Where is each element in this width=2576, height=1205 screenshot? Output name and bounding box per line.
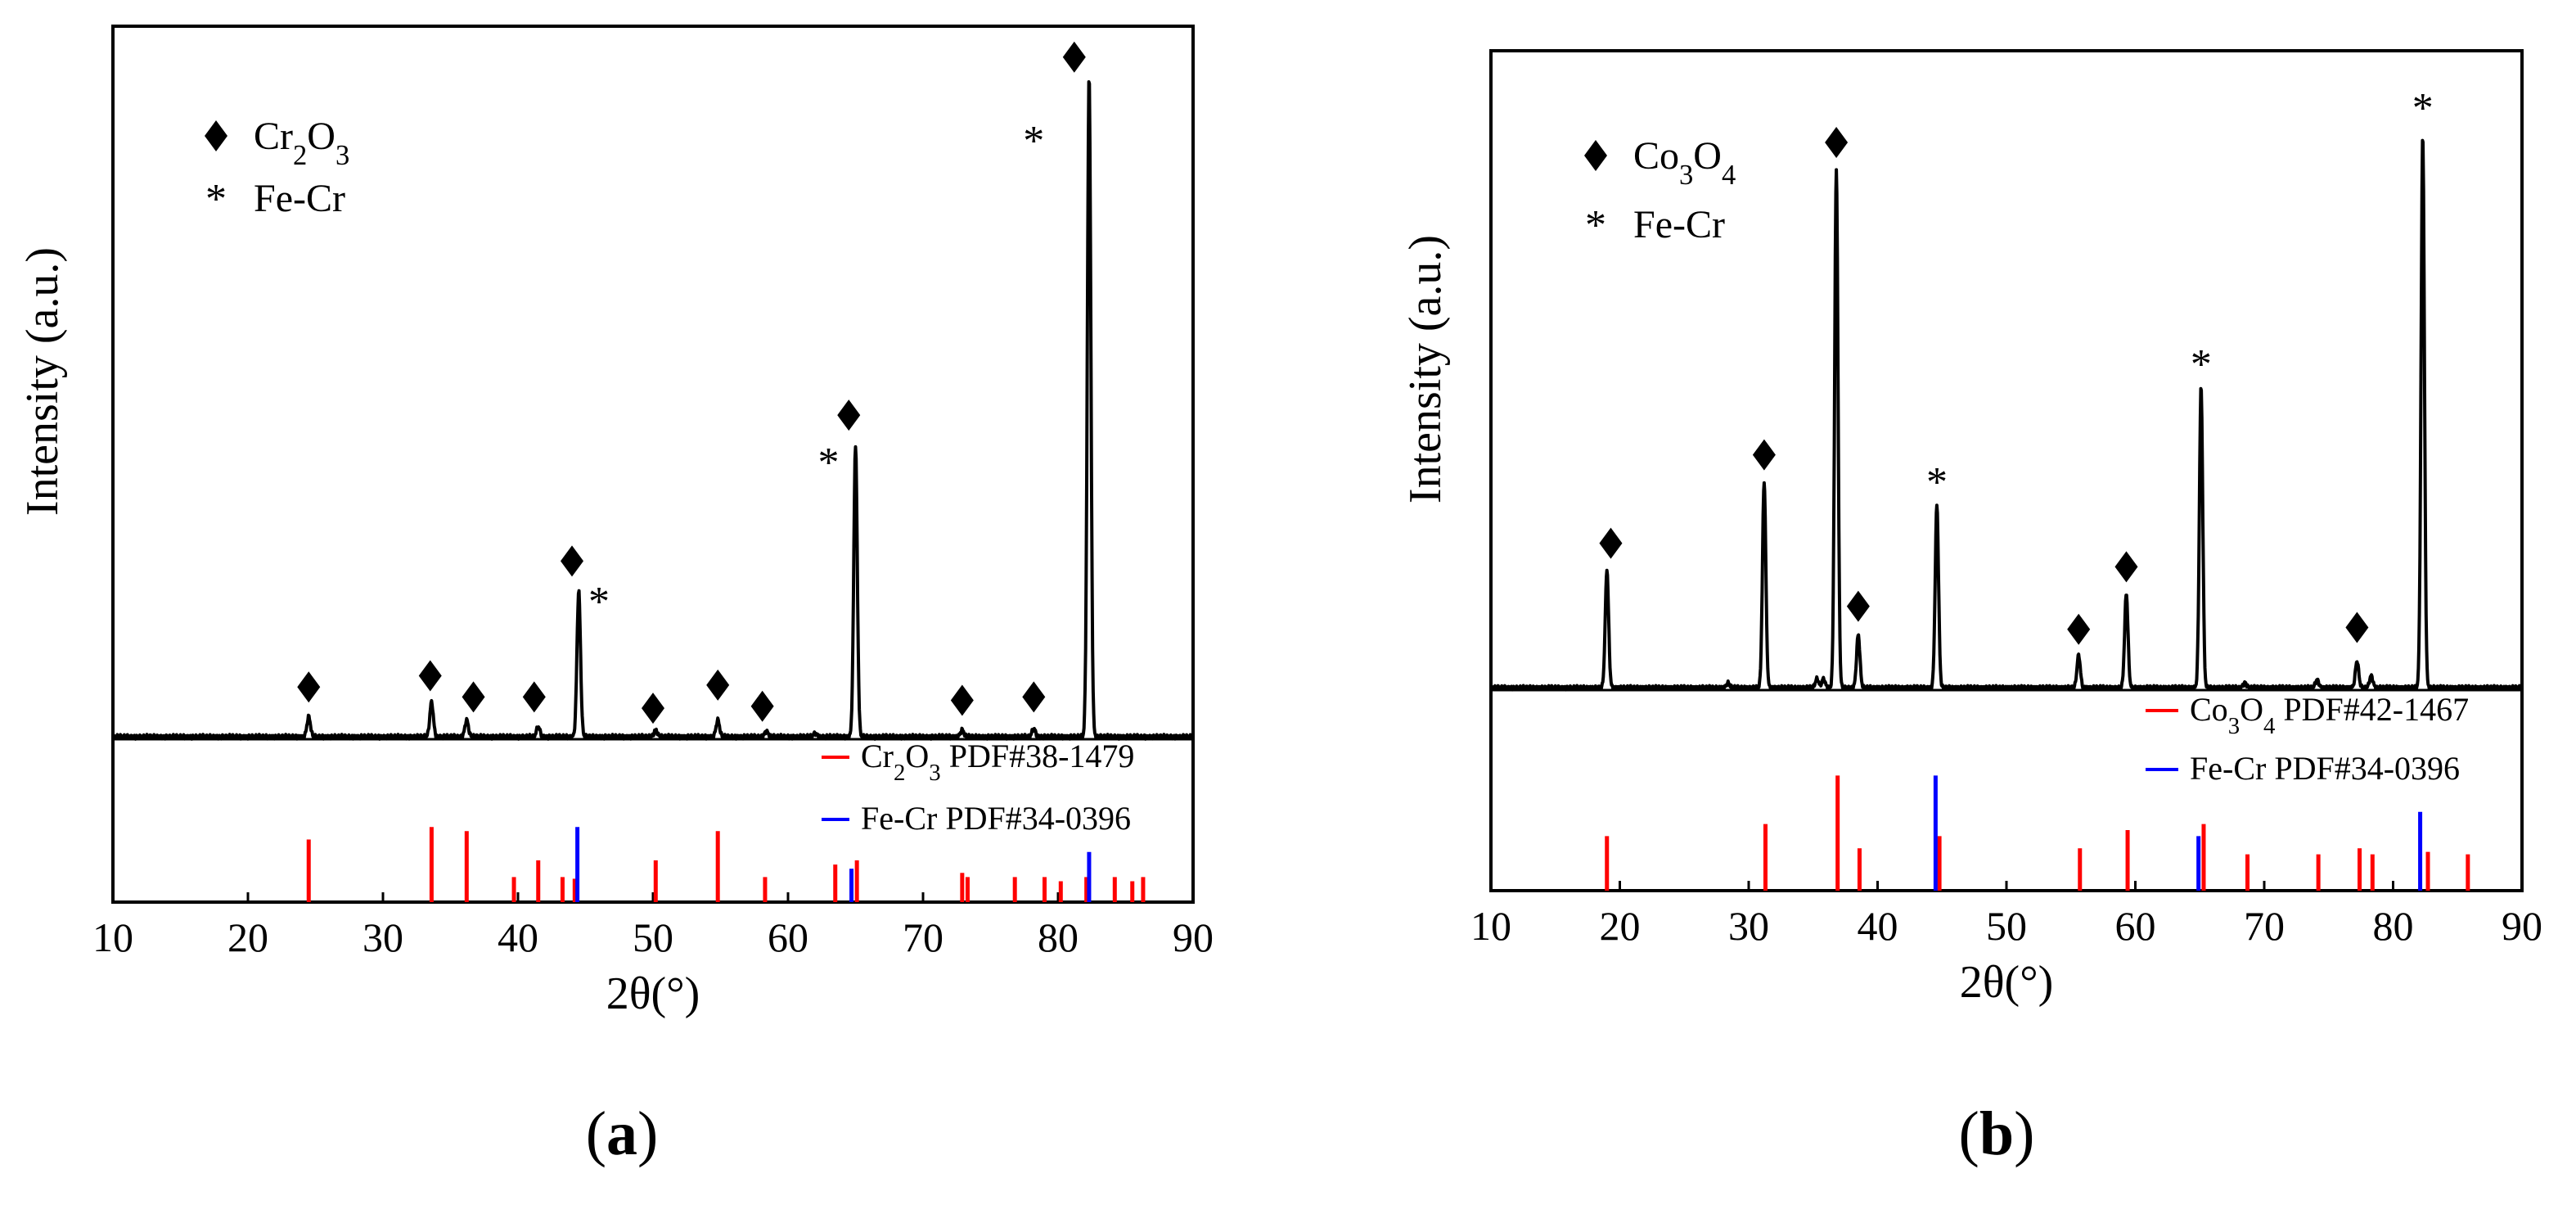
panel-label-part: a bbox=[606, 1099, 637, 1168]
x-tick-label: 20 bbox=[227, 914, 268, 960]
legend-star-icon: * bbox=[1585, 202, 1606, 249]
legend-text-part: 3 bbox=[929, 760, 940, 786]
legend-text-part: Fe-Cr bbox=[861, 800, 937, 837]
legend-text-part: 4 bbox=[2263, 713, 2275, 739]
x-axis-title: 2θ(°) bbox=[1960, 957, 2054, 1008]
legend-text-part: 3 bbox=[336, 140, 349, 171]
peak-marker-diamond bbox=[2345, 612, 2369, 643]
legend-diamond-icon bbox=[205, 120, 227, 151]
peak-marker-diamond bbox=[750, 690, 774, 722]
peak-marker-diamond bbox=[1062, 41, 1086, 73]
legend-text-part: Cr bbox=[254, 115, 293, 158]
xrd-pattern-line bbox=[111, 80, 1195, 741]
x-tick-label: 30 bbox=[1728, 903, 1769, 949]
legend-text-part: 2 bbox=[894, 760, 905, 786]
peak-marker-star: * bbox=[2191, 341, 2212, 388]
peak-marker-diamond bbox=[297, 671, 321, 703]
peak-marker-diamond bbox=[1846, 590, 1870, 622]
legend-text-part: PDF#38-1479 bbox=[941, 738, 1135, 774]
legend-text-part: 3 bbox=[2228, 713, 2240, 739]
legend-text-part: 2 bbox=[293, 140, 307, 171]
peak-marker-diamond bbox=[522, 681, 546, 713]
panel-label-part: ) bbox=[2014, 1099, 2034, 1168]
legend-text-part: Co bbox=[1633, 134, 1679, 178]
panel-label: (a) bbox=[586, 1099, 659, 1168]
x-tick-label: 20 bbox=[1600, 903, 1641, 949]
peak-marker-star: * bbox=[1023, 118, 1044, 165]
legend-text-part: Co bbox=[2190, 691, 2228, 728]
legend-label: Cr2O3 bbox=[254, 115, 349, 171]
legend-diamond-icon bbox=[1584, 140, 1607, 171]
x-tick-label: 60 bbox=[768, 914, 808, 960]
peak-marker-diamond bbox=[462, 681, 485, 713]
peak-marker-diamond bbox=[642, 693, 664, 724]
peak-marker-star: * bbox=[2412, 85, 2434, 132]
legend-text-part: PDF#42-1467 bbox=[2275, 691, 2469, 728]
legend-text-part: O bbox=[1693, 134, 1722, 178]
peak-marker-diamond bbox=[561, 545, 583, 577]
reference-legend-label: Fe-Cr PDF#34-0396 bbox=[861, 800, 1131, 837]
x-tick-label: 10 bbox=[92, 914, 133, 960]
peak-marker-diamond bbox=[950, 684, 974, 716]
peak-marker-diamond bbox=[418, 660, 442, 692]
x-tick-label: 50 bbox=[633, 914, 673, 960]
panel-a: 10 20 30 40 50 60 70 80 90 2θ(°) Intensity (a.u.) *… bbox=[17, 25, 1214, 1168]
panel-label-part: ( bbox=[1959, 1099, 1979, 1168]
legend-text-part: O bbox=[2240, 691, 2263, 728]
x-tick-label: 30 bbox=[363, 914, 403, 960]
peak-marker-diamond bbox=[1752, 439, 1776, 471]
peak-marker-diamond bbox=[1825, 127, 1849, 158]
x-axis-title: 2θ(°) bbox=[606, 968, 700, 1019]
x-tick-label: 40 bbox=[498, 914, 538, 960]
legend-star-icon: * bbox=[205, 176, 227, 223]
legend-text-part: Fe-Cr bbox=[2190, 750, 2266, 787]
panel-label-part: ) bbox=[637, 1099, 658, 1168]
peak-marker-diamond bbox=[706, 669, 730, 701]
peak-marker-diamond bbox=[2067, 613, 2091, 645]
x-tick-label: 10 bbox=[1470, 903, 1511, 949]
x-tick-label: 60 bbox=[2115, 903, 2156, 949]
peak-marker-star: * bbox=[1926, 459, 1948, 506]
panel-label: (b) bbox=[1959, 1099, 2035, 1168]
reference-legend-label: Fe-Cr PDF#34-0396 bbox=[2190, 750, 2460, 787]
legend-text-part: O bbox=[905, 738, 929, 774]
legend-text-part: Cr bbox=[861, 738, 894, 774]
legend-text-part: O bbox=[307, 115, 336, 158]
peak-marker-star: * bbox=[588, 579, 610, 625]
reference-legend-label: Co3O4 PDF#42-1467 bbox=[2190, 691, 2469, 739]
y-axis-title: Intensity (a.u.) bbox=[1400, 235, 1451, 503]
peak-marker-star: * bbox=[818, 440, 840, 486]
x-tick-label: 70 bbox=[2244, 903, 2285, 949]
panel-b: 10 20 30 40 50 60 70 80 90 2θ(°) Intensity (a.u.) *… bbox=[1400, 49, 2542, 1168]
reference-legend-label: Cr2O3 PDF#38-1479 bbox=[861, 738, 1134, 786]
x-tick-label: 70 bbox=[903, 914, 943, 960]
x-tick-label: 90 bbox=[2502, 903, 2542, 949]
panel-label-part: ( bbox=[586, 1099, 606, 1168]
legend-label: Fe-Cr bbox=[254, 177, 345, 220]
x-tick-label: 80 bbox=[1038, 914, 1079, 960]
legend-label: Co3O4 bbox=[1633, 134, 1736, 191]
panel-label-part: b bbox=[1979, 1099, 2014, 1168]
peak-marker-diamond bbox=[837, 399, 861, 431]
x-tick-label: 90 bbox=[1173, 914, 1214, 960]
peak-marker-diamond bbox=[1599, 527, 1623, 559]
x-tick-label: 40 bbox=[1858, 903, 1898, 949]
legend-label: Fe-Cr bbox=[1633, 203, 1725, 246]
x-tick-label: 80 bbox=[2373, 903, 2414, 949]
y-axis-title: Intensity (a.u.) bbox=[17, 247, 68, 516]
x-tick-label: 50 bbox=[1986, 903, 2027, 949]
xrd-pattern-line bbox=[1489, 138, 2524, 692]
legend-text-part: 4 bbox=[1722, 160, 1736, 191]
peak-marker-diamond bbox=[1022, 681, 1046, 713]
legend-text-part: 3 bbox=[1679, 160, 1693, 191]
legend-text-part: PDF#34-0396 bbox=[2266, 750, 2460, 787]
peak-marker-diamond bbox=[2114, 551, 2138, 583]
legend-text-part: PDF#34-0396 bbox=[937, 800, 1131, 837]
